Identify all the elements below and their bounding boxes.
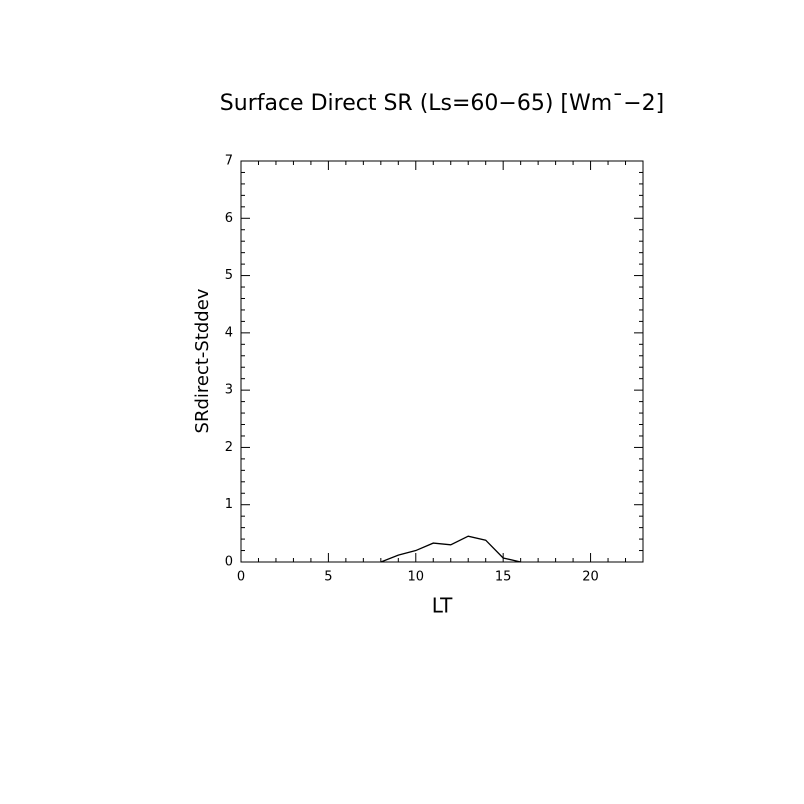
x-tick-label: 0 (237, 570, 245, 585)
chart-title: Surface Direct SR (Ls=60−65) [Wm¯−2] (220, 91, 664, 116)
x-tick-label: 20 (582, 570, 599, 585)
plot-frame (240, 160, 644, 563)
y-tick-label: 6 (225, 211, 233, 226)
y-tick-label: 4 (225, 325, 233, 340)
y-tick-label: 1 (225, 497, 233, 512)
y-tick-label: 2 (225, 440, 233, 455)
x-tick-label: 15 (495, 570, 512, 585)
y-axis-label: SRdirect-Stddev (192, 288, 213, 433)
x-axis-label: LT (432, 594, 453, 618)
y-tick-label: 7 (225, 154, 233, 169)
data-line (380, 535, 521, 563)
y-tick-label: 0 (225, 555, 233, 570)
x-tick-label: 5 (324, 570, 332, 585)
y-tick-label: 5 (225, 268, 233, 283)
y-tick-label: 3 (225, 383, 233, 398)
x-tick-label: 10 (408, 570, 425, 585)
